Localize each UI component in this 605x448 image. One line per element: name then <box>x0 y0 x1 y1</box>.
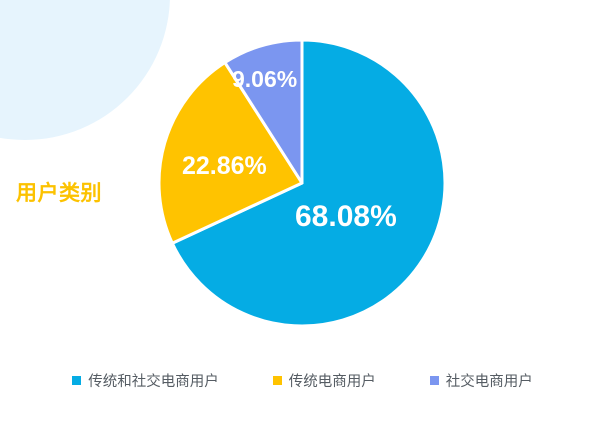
decorative-corner-blob <box>0 0 170 140</box>
chart-legend: 传统和社交电商用户 传统电商用户 社交电商用户 <box>0 370 605 391</box>
category-axis-title: 用户类别 <box>16 182 102 205</box>
slice-label-traditional-and-social: 68.08% <box>295 200 397 233</box>
legend-label: 传统电商用户 <box>288 374 376 390</box>
legend-item[interactable]: 社交电商用户 <box>429 370 533 391</box>
slice-label-social: 9.06% <box>232 66 298 92</box>
pie-svg <box>157 38 447 328</box>
pie-slice[interactable] <box>170 38 447 328</box>
pie-slice[interactable] <box>157 61 304 245</box>
legend-swatch-icon <box>72 376 82 385</box>
legend-label: 传统和社交电商用户 <box>88 374 219 390</box>
pie-slice[interactable] <box>223 38 304 185</box>
legend-item[interactable]: 传统和社交电商用户 <box>72 370 219 391</box>
slice-label-traditional: 22.86% <box>182 152 267 180</box>
legend-swatch-icon <box>429 376 439 385</box>
pie-chart <box>157 38 447 328</box>
legend-swatch-icon <box>272 376 282 385</box>
legend-label: 社交电商用户 <box>445 374 533 390</box>
legend-item[interactable]: 传统电商用户 <box>272 370 376 391</box>
